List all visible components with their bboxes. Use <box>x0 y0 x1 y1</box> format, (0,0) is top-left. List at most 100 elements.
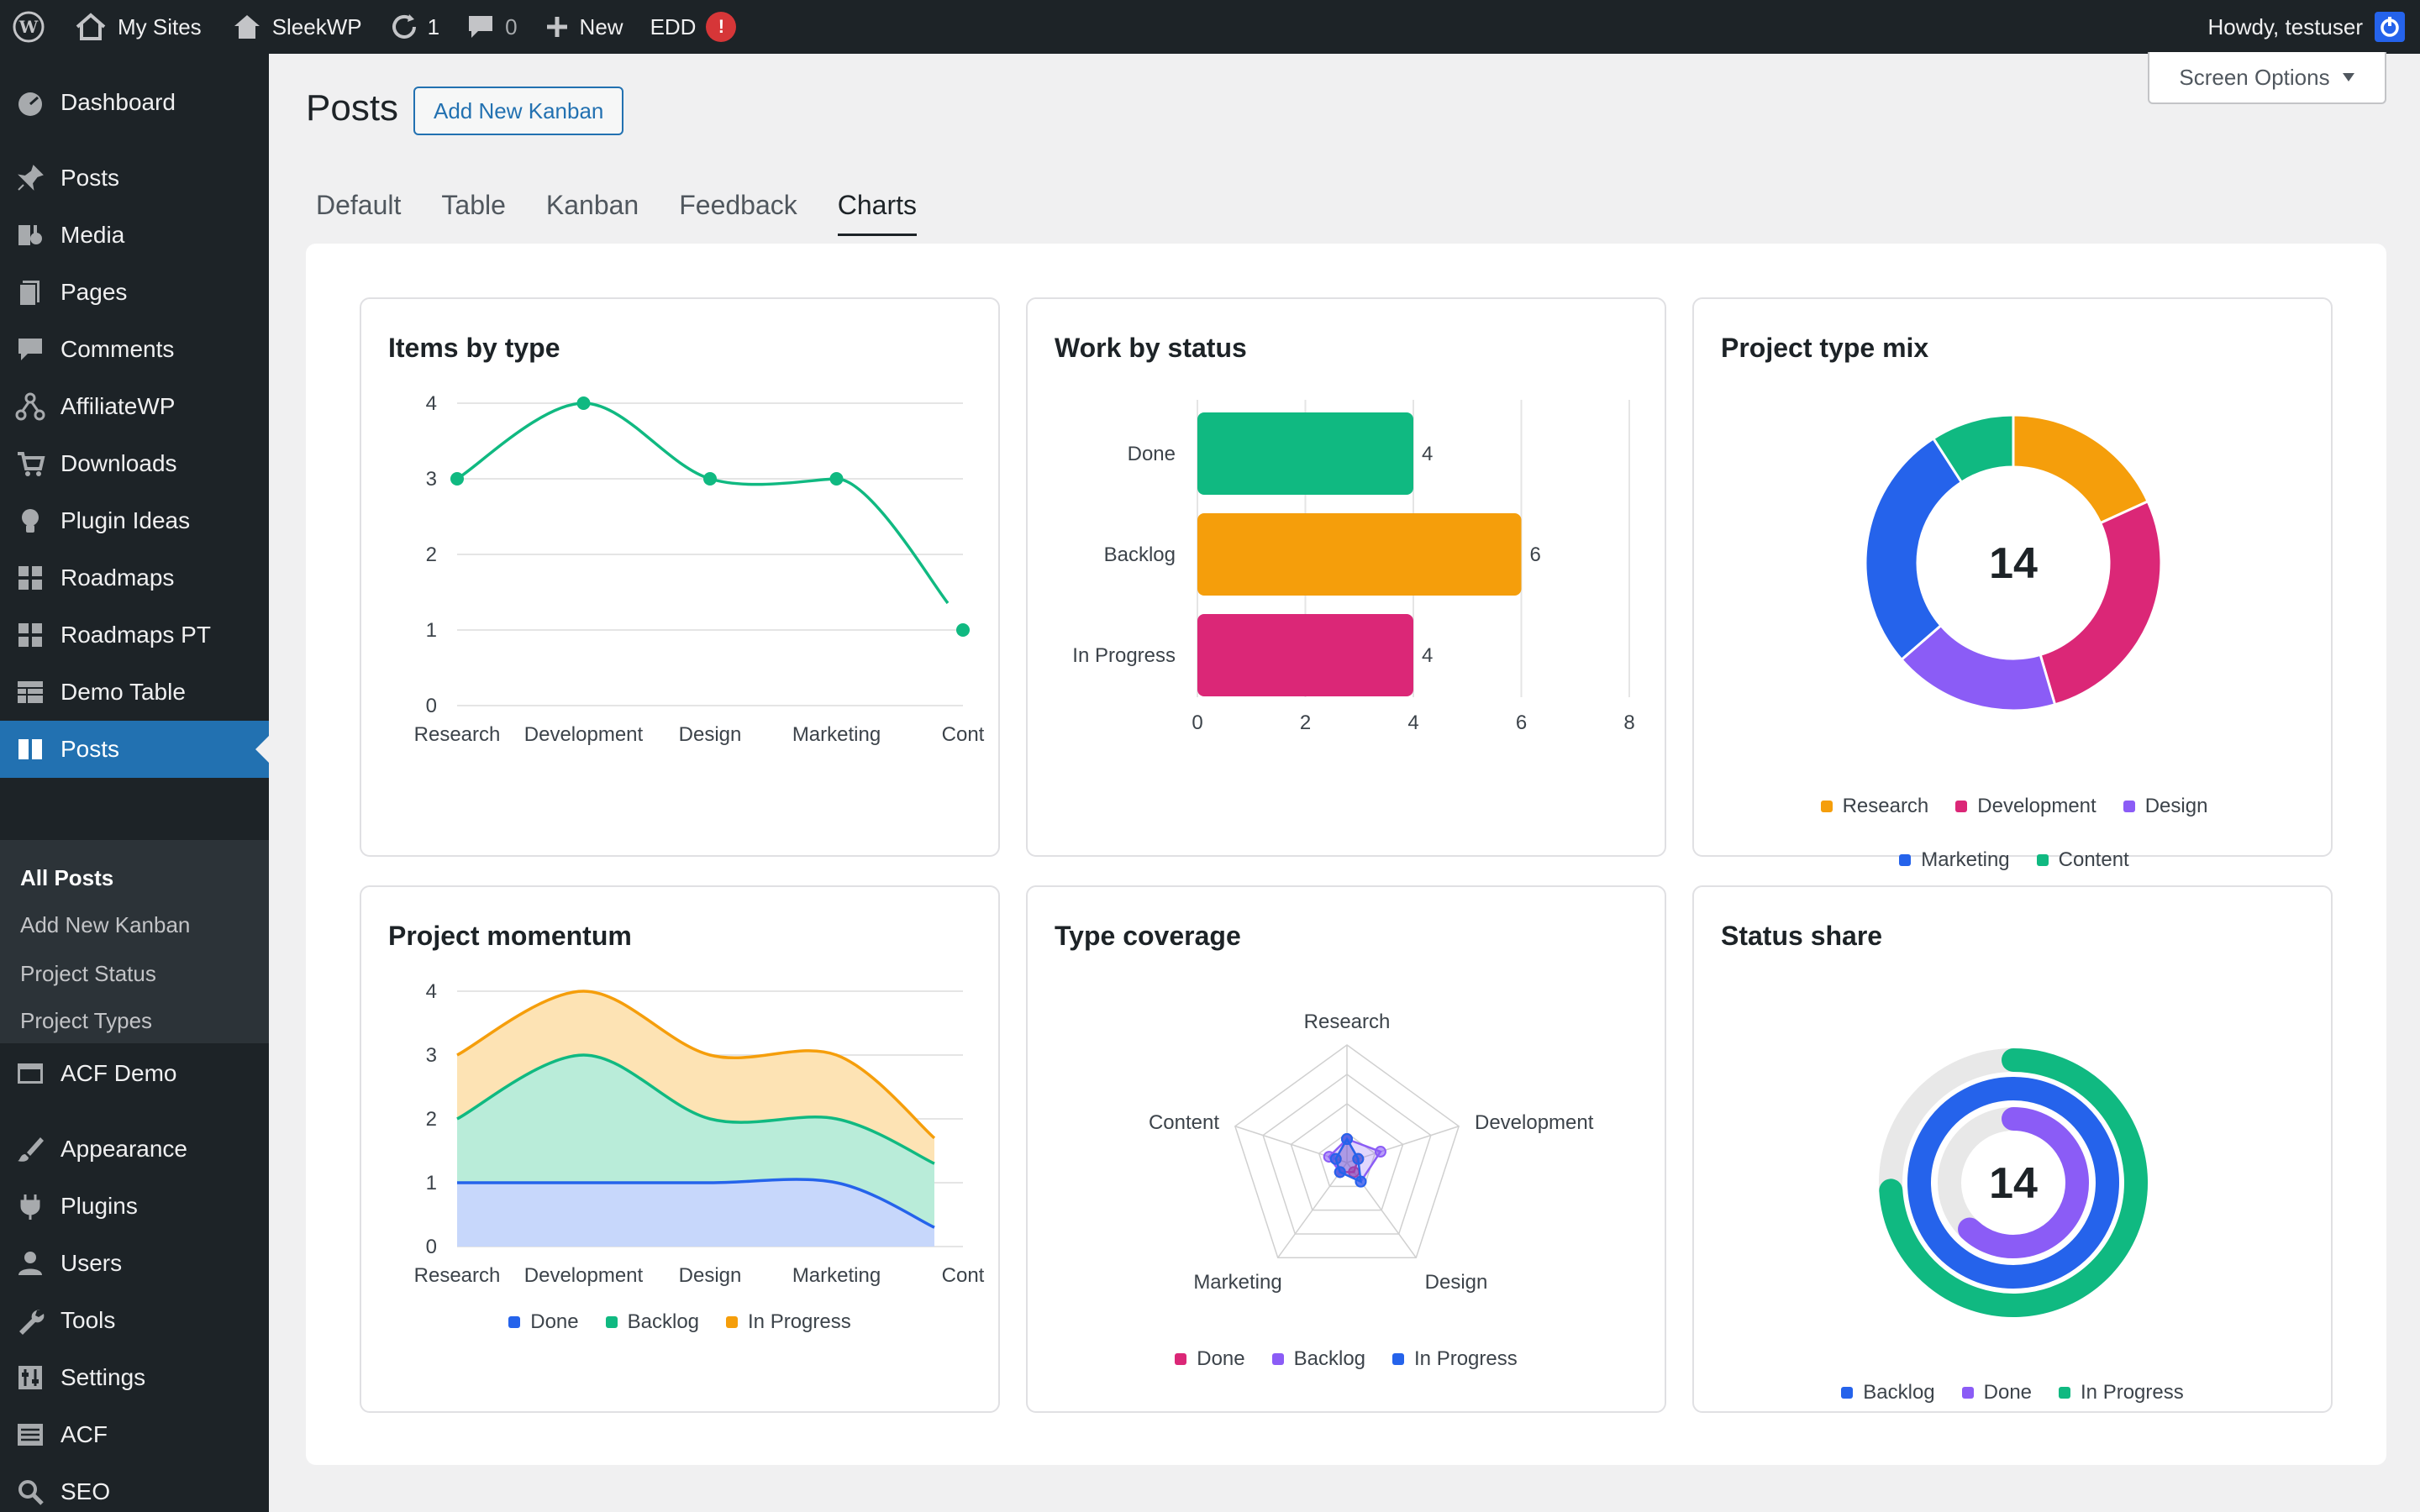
legend-item[interactable]: In Progress <box>726 1310 851 1334</box>
legend-item[interactable]: Done <box>508 1310 579 1334</box>
posts-submenu: All Posts Add New Kanban Project Status … <box>0 840 269 1043</box>
x-tick-label: 2 <box>1300 711 1311 734</box>
legend-item[interactable]: Research <box>1820 795 1928 818</box>
new-content-menu[interactable]: New <box>544 0 623 54</box>
sidebar-item-appearance[interactable]: Appearance <box>0 1121 269 1178</box>
x-tick-label: Design <box>679 1264 742 1287</box>
type-coverage-card: Type coverage Research Development Design M… <box>1026 885 1666 1413</box>
account-menu[interactable]: Howdy, testuser <box>2208 0 2405 54</box>
grid-icon <box>15 563 45 593</box>
x-tick-label: 8 <box>1623 711 1634 734</box>
edd-menu[interactable]: EDD ! <box>650 0 737 54</box>
updates-menu[interactable]: 1 <box>389 0 439 54</box>
my-sites-menu[interactable]: My Sites <box>74 0 202 54</box>
legend-swatch <box>2123 801 2135 812</box>
data-point <box>703 472 717 486</box>
home-icon <box>234 15 260 39</box>
radar-axis-label: Development <box>1475 1111 1594 1134</box>
sidebar-item-downloads[interactable]: Downloads <box>0 435 269 492</box>
y-tick-label: 1 <box>426 619 437 642</box>
pie-slice <box>1931 413 2015 485</box>
type-coverage-chart: Research Development Design Marketing Conten… <box>1149 1011 1594 1294</box>
sidebar-item-comments[interactable]: Comments <box>0 321 269 378</box>
tab-kanban[interactable]: Kanban <box>545 190 639 220</box>
legend-item[interactable]: Backlog <box>605 1310 700 1334</box>
y-tick-label: 0 <box>426 695 437 717</box>
comments-menu[interactable]: 0 <box>466 0 518 54</box>
tab-charts[interactable]: Charts <box>837 190 918 236</box>
sidebar-item-plugin-ideas[interactable]: Plugin Ideas <box>0 492 269 549</box>
sidebar-item-affiliatewp[interactable]: AffiliateWP <box>0 378 269 435</box>
tab-feedback[interactable]: Feedback <box>679 190 797 220</box>
legend-item[interactable]: Backlog <box>1271 1347 1365 1371</box>
legend-item[interactable]: Done <box>1961 1381 2032 1404</box>
legend-item[interactable]: Development <box>1955 795 2096 818</box>
legend-label: Done <box>530 1310 579 1333</box>
submenu-all-posts[interactable]: All Posts <box>20 865 114 890</box>
y-category-label: In Progress <box>1072 644 1176 667</box>
sidebar-item-users[interactable]: Users <box>0 1235 269 1292</box>
legend-label: Done <box>1197 1347 1245 1370</box>
x-tick-label: Development <box>524 723 644 746</box>
bar-value-label: 4 <box>1422 443 1433 465</box>
tab-default[interactable]: Default <box>316 190 402 220</box>
legend-item[interactable]: Backlog <box>1841 1381 1935 1404</box>
sidebar-item-media[interactable]: Media <box>0 207 269 264</box>
page-title: Posts <box>306 87 399 129</box>
tab-table[interactable]: Table <box>441 190 506 220</box>
radial-center-label: 14 <box>1989 1159 2038 1208</box>
items-by-type-card: Items by type 0 1 2 3 4 Research Development De… <box>360 297 1000 857</box>
sidebar-item-label: SEO <box>60 1478 111 1504</box>
legend-item[interactable]: Marketing <box>1899 848 2010 872</box>
legend-label: Backlog <box>1863 1381 1935 1404</box>
legend-label: Development <box>1977 795 2096 817</box>
data-point <box>829 472 844 486</box>
sidebar-item-demo-table[interactable]: Demo Table <box>0 664 269 721</box>
add-new-kanban-button[interactable]: Add New Kanban <box>413 87 624 135</box>
x-tick-label: 0 <box>1192 711 1202 734</box>
legend-item[interactable]: In Progress <box>1392 1347 1518 1371</box>
sidebar-item-plugins[interactable]: Plugins <box>0 1178 269 1235</box>
legend-label: Backlog <box>627 1310 700 1333</box>
y-tick-label: 3 <box>426 468 437 491</box>
sidebar-item-roadmaps-pt[interactable]: Roadmaps PT <box>0 606 269 664</box>
radar-axis-label: Research <box>1304 1011 1391 1033</box>
site-name-menu[interactable]: SleekWP <box>232 0 362 54</box>
sidebar-item-posts[interactable]: Posts <box>0 150 269 207</box>
radar-point <box>1352 1152 1365 1165</box>
radial-center <box>1966 1136 2060 1230</box>
legend-swatch <box>2059 1387 2071 1399</box>
area-fill <box>457 1055 934 1228</box>
sidebar-item-label: Roadmaps <box>60 564 175 591</box>
wrench-icon <box>15 1305 45 1336</box>
sidebar-item-acf-demo[interactable]: ACF Demo <box>0 1045 269 1102</box>
submenu-project-types[interactable]: Project Types <box>20 1008 153 1033</box>
sidebar-item-dashboard[interactable]: Dashboard <box>0 74 269 131</box>
sidebar-item-label: Appearance <box>60 1136 188 1162</box>
sidebar-item-label: ACF <box>60 1421 108 1447</box>
sidebar-item-acf[interactable]: ACF <box>0 1406 269 1463</box>
legend-item[interactable]: Design <box>2123 795 2207 818</box>
sidebar-item-tools[interactable]: Tools <box>0 1292 269 1349</box>
sidebar-item-roadmaps[interactable]: Roadmaps <box>0 549 269 606</box>
bar <box>1197 513 1522 596</box>
submenu-project-status[interactable]: Project Status <box>20 961 156 986</box>
legend-item[interactable]: Done <box>1175 1347 1245 1371</box>
x-tick-label: Research <box>414 723 501 746</box>
sidebar-item-seo[interactable]: SEO <box>0 1463 269 1512</box>
lightbulb-icon <box>15 506 45 536</box>
bar-value-label: 4 <box>1422 644 1433 667</box>
legend-item[interactable]: Content <box>2036 848 2129 872</box>
chart-legend: Done Backlog In Progress <box>361 1310 998 1334</box>
sidebar-item-settings[interactable]: Settings <box>0 1349 269 1406</box>
screen-options-button[interactable]: Screen Options <box>2148 52 2386 104</box>
brush-icon <box>15 1134 45 1164</box>
wordpress-logo-icon[interactable]: W <box>12 0 45 54</box>
sidebar-item-posts[interactable]: Posts <box>0 721 269 778</box>
legend-item[interactable]: In Progress <box>2059 1381 2184 1404</box>
radar-point <box>1329 1152 1342 1165</box>
x-tick-label: Development <box>524 1264 644 1287</box>
submenu-add-new-kanban[interactable]: Add New Kanban <box>20 912 191 937</box>
radar-point <box>1341 1133 1353 1145</box>
sidebar-item-pages[interactable]: Pages <box>0 264 269 321</box>
